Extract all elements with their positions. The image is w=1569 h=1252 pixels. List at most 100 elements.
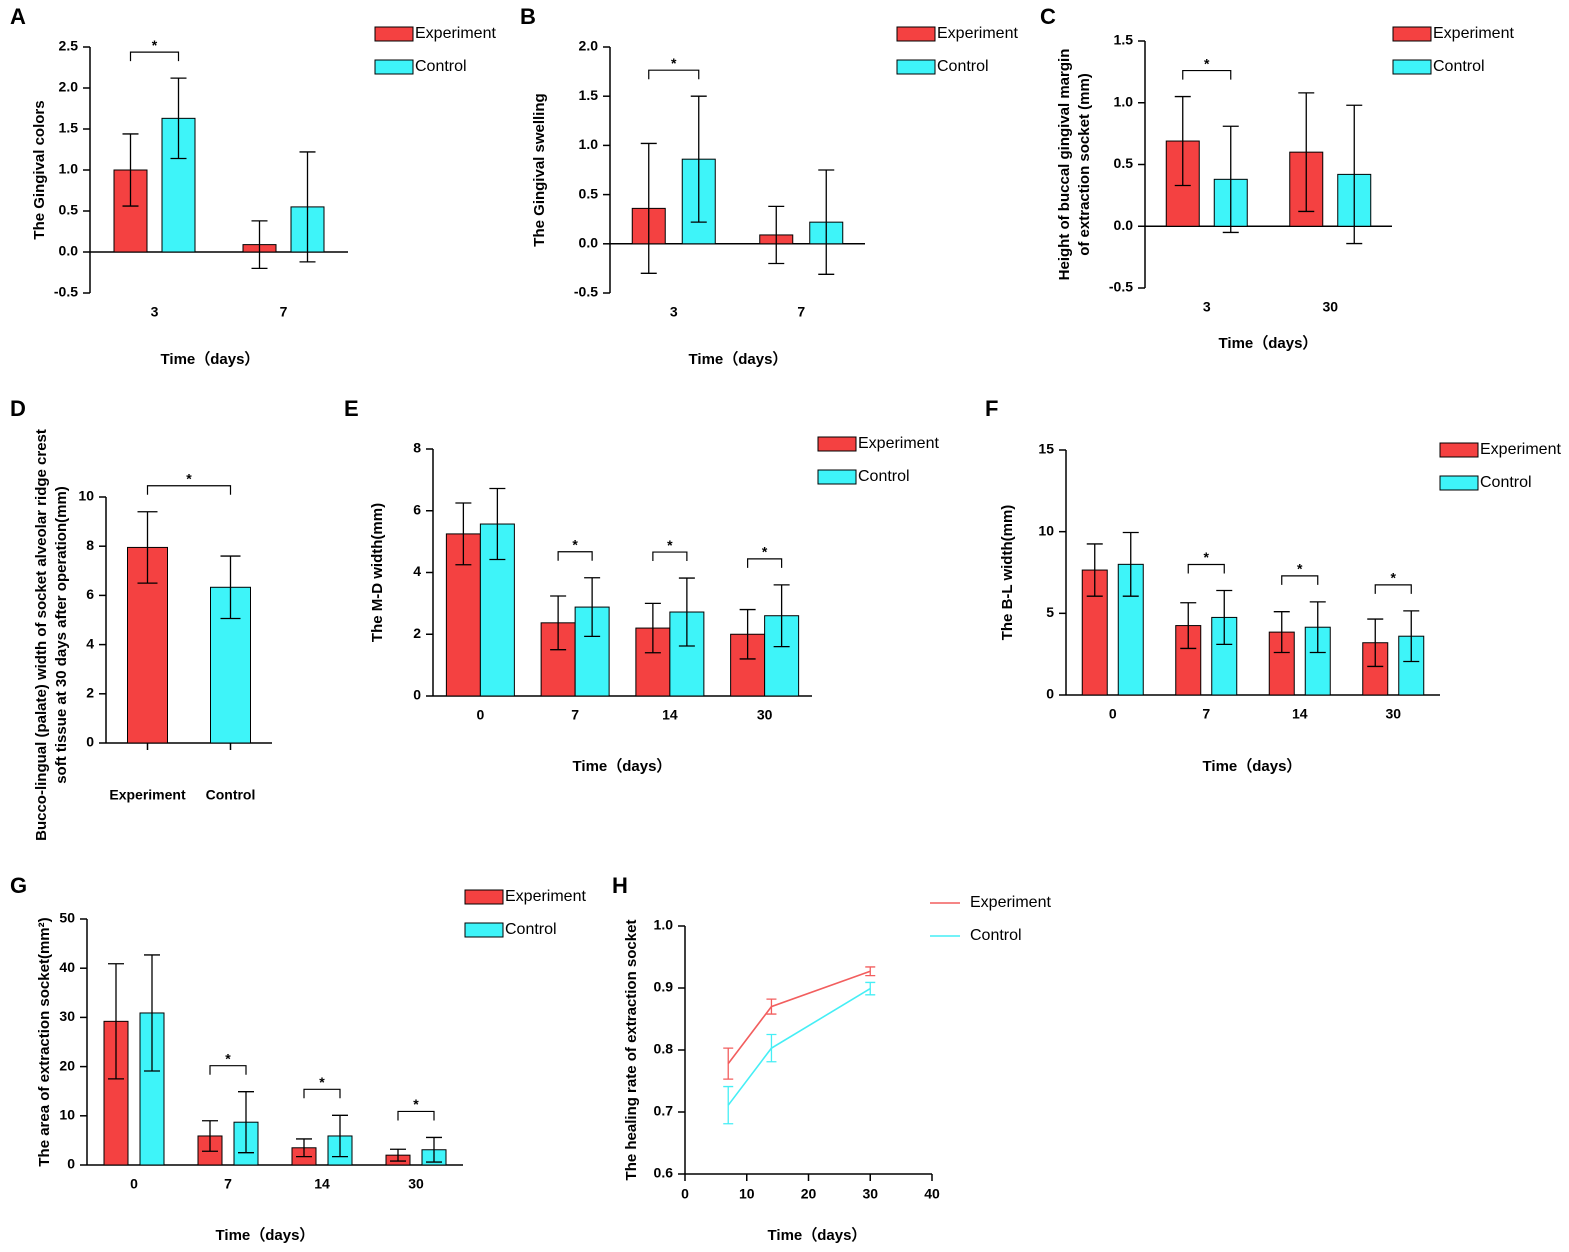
significance-bracket <box>303 1088 341 1099</box>
significance-label: * <box>1204 549 1210 565</box>
panel-label: E <box>344 396 359 421</box>
significance-label: * <box>1204 55 1210 71</box>
significance-bracket <box>1281 575 1319 585</box>
x-tick-label: 10 <box>739 1186 755 1202</box>
y-tick-label: 20 <box>59 1057 75 1073</box>
panel-label: F <box>985 396 998 421</box>
significance-bracket <box>557 551 593 561</box>
y-tick-label: 30 <box>59 1008 75 1024</box>
y-tick-label: 0.0 <box>579 235 599 251</box>
error-bar <box>122 133 139 207</box>
error-bar <box>296 1138 312 1158</box>
legend-label: Experiment <box>505 888 586 905</box>
significance-bracket <box>129 51 180 62</box>
y-tick-label: 1.5 <box>59 120 79 136</box>
legend-label: Control <box>1480 474 1532 491</box>
y-tick-label: 1.5 <box>579 87 599 103</box>
y-tick-label: 0 <box>86 734 94 750</box>
error-bar <box>584 577 601 638</box>
y-tick-label: 6 <box>86 586 94 602</box>
significance-bracket <box>146 485 232 495</box>
significance-bracket <box>397 1110 435 1121</box>
significance-bracket <box>209 1065 247 1075</box>
error-bar <box>1298 92 1315 213</box>
legend-label: Control <box>415 58 467 75</box>
significance-label: * <box>1391 570 1397 586</box>
bar <box>479 523 515 697</box>
error-bar <box>1367 618 1384 668</box>
y-axis-title: Height of buccal gingival margin <box>1056 49 1073 281</box>
error-bar <box>1216 589 1233 646</box>
legend-label: Experiment <box>1433 25 1514 42</box>
significance-bracket <box>1374 584 1412 594</box>
y-tick-label: 15 <box>1038 441 1054 457</box>
legend-label: Experiment <box>858 435 939 452</box>
y-tick-label: 0.9 <box>654 979 674 995</box>
legend-swatch <box>1439 442 1479 458</box>
x-tick-label: 30 <box>862 1186 878 1202</box>
error-bar <box>766 1033 777 1063</box>
y-tick-label: 8 <box>86 537 94 553</box>
x-tick-label: 0 <box>681 1186 689 1202</box>
y-tick-label: -0.5 <box>574 284 598 300</box>
x-axis-title: Time（days） <box>573 757 672 775</box>
x-tick-label: 30 <box>1322 299 1338 315</box>
significance-label: * <box>1297 561 1303 577</box>
error-bar <box>1346 104 1363 245</box>
error-bar <box>644 602 661 654</box>
x-tick-label: 3 <box>670 304 678 320</box>
y-tick-label: 4 <box>86 635 94 651</box>
error-bar <box>299 151 316 263</box>
y-axis-title: The Gingival colors <box>31 100 48 239</box>
legend-swatch <box>817 469 857 485</box>
significance-label: * <box>225 1050 231 1066</box>
legend-swatch <box>896 26 936 42</box>
y-tick-label: 1.0 <box>59 161 79 177</box>
error-bar <box>390 1148 406 1162</box>
x-tick-label: 7 <box>1202 706 1210 722</box>
error-bar <box>1180 602 1197 650</box>
legend-swatch <box>464 922 504 938</box>
legend-swatch <box>464 889 504 905</box>
error-bar <box>1122 531 1139 597</box>
significance-label: * <box>762 544 768 560</box>
error-bar <box>550 595 567 651</box>
x-tick-label: 7 <box>224 1176 232 1192</box>
error-bar <box>865 966 876 977</box>
error-bar <box>455 502 472 566</box>
y-tick-label: 2.0 <box>59 79 79 95</box>
x-tick-label: 14 <box>662 707 678 723</box>
y-tick-label: 10 <box>1038 522 1054 538</box>
error-bar <box>220 555 241 620</box>
x-axis-title: Time（days） <box>216 1226 315 1244</box>
y-tick-label: 2 <box>413 625 421 641</box>
error-bar <box>739 608 756 660</box>
y-tick-label: 6 <box>413 501 421 517</box>
legend-label: Experiment <box>415 25 496 42</box>
x-tick-label: 14 <box>314 1176 330 1192</box>
y-tick-label: 1.0 <box>1114 93 1134 109</box>
x-tick-label: 20 <box>801 1186 817 1202</box>
legend-label: Control <box>505 921 557 938</box>
x-tick-label: 7 <box>571 707 579 723</box>
x-tick-label: 30 <box>408 1176 424 1192</box>
panel-label: G <box>10 873 27 898</box>
panel-label: D <box>10 396 26 421</box>
y-tick-label: 1.5 <box>1114 32 1134 48</box>
y-tick-label: 2 <box>86 685 94 701</box>
error-bar <box>690 95 707 223</box>
y-axis-title: soft tissue at 30 days after operation(m… <box>53 486 70 784</box>
legend-label: Experiment <box>1480 441 1561 458</box>
x-tick-label: 3 <box>1203 299 1211 315</box>
x-tick-label: 30 <box>757 707 773 723</box>
y-axis-title: of extraction socket (mm) <box>1076 73 1093 256</box>
x-tick-label: 30 <box>1385 706 1401 722</box>
error-bar <box>238 1091 254 1154</box>
x-tick-label: 40 <box>924 1186 940 1202</box>
significance-label: * <box>413 1096 419 1112</box>
y-tick-label: 50 <box>59 910 75 926</box>
significance-label: * <box>152 37 158 53</box>
x-axis-title: Time（days） <box>1203 757 1302 775</box>
x-tick-label: 7 <box>797 304 805 320</box>
